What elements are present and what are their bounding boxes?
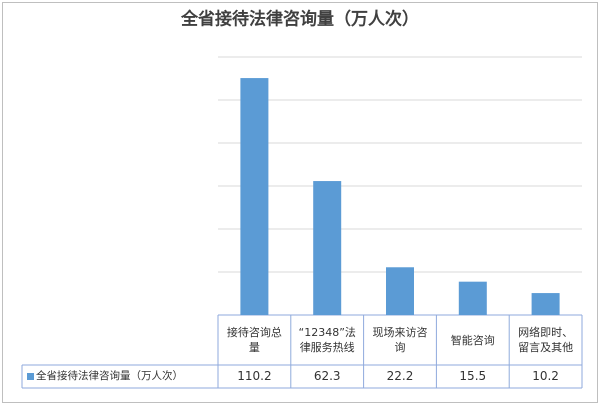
legend-key — [27, 373, 34, 380]
x-tick-label: 现场来访咨询 — [372, 326, 428, 354]
bar — [386, 267, 414, 315]
legend-label: 全省接待法律咨询量（万人次） — [36, 370, 183, 382]
x-tick-label: 智能咨询 — [450, 333, 495, 347]
chart-title: 全省接待法律咨询量（万人次） — [180, 9, 419, 30]
table-value: 15.5 — [459, 369, 487, 383]
bar — [313, 181, 342, 315]
bar — [240, 78, 269, 315]
table-value: 62.3 — [313, 369, 341, 383]
x-tick-label: 网络即时、留言及其他 — [518, 326, 574, 354]
bar — [531, 293, 560, 315]
x-tick-label: 接待咨询总量 — [226, 326, 282, 354]
table-value: 10.2 — [532, 369, 559, 383]
table-value: 22.2 — [386, 369, 414, 383]
table-value: 110.2 — [237, 369, 272, 383]
bar — [458, 281, 487, 315]
x-tick-label: “12348”法律服务热线 — [298, 326, 356, 354]
